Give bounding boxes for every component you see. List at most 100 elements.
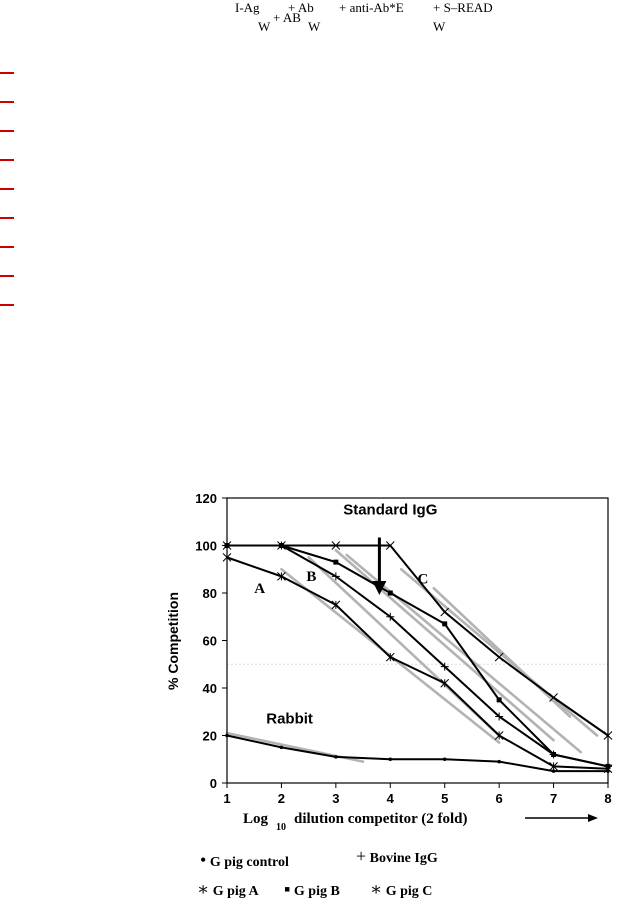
data-point-g-pig-c [440, 607, 450, 617]
y-tick-label: 100 [195, 539, 217, 554]
data-point-g-pig-b-mark [333, 559, 339, 565]
margin-mark [0, 72, 14, 74]
legend-label: G pig C [385, 884, 433, 899]
margin-mark [0, 217, 14, 219]
data-point-g-pig-c-mark [440, 607, 450, 617]
series-line-g-pig-control [226, 734, 608, 773]
data-point-g-pig-b [387, 590, 393, 596]
plus-marker-icon: + [356, 846, 367, 866]
data-point-g-pig-c [385, 541, 395, 550]
x-tick-label: 7 [550, 791, 557, 806]
data-point-g-pig-c-mark [549, 693, 558, 702]
annotation-label: B [306, 569, 316, 585]
equation-term-anti-ab: + anti-Ab*E [339, 0, 404, 15]
legend-item-pig-b: ▪ G pig B [284, 879, 340, 900]
series-lines [226, 544, 609, 773]
equation-sub-w3: W [433, 19, 446, 34]
margin-mark [0, 188, 14, 190]
x-axis-label-log: Log [243, 811, 269, 827]
data-point-g-pig-c [331, 541, 341, 550]
data-point-g-pig-a [440, 678, 450, 688]
data-point-g-pig-control-mark [388, 757, 393, 762]
x-tick-label: 3 [332, 791, 339, 806]
fit-lines [225, 548, 599, 763]
data-point-g-pig-a [549, 762, 558, 771]
data-point-g-pig-c-mark [277, 541, 286, 550]
data-point-g-pig-b-mark [551, 752, 557, 757]
y-axis-label: % Competition [165, 592, 181, 690]
equation-term-iag: I-Ag [235, 0, 260, 15]
legend-item-pig-c: ∗ G pig C [370, 879, 432, 900]
legend-item-control: • G pig control [200, 850, 289, 871]
equation-term-sread: + S–READ [433, 0, 493, 15]
equation-term-ab: + Ab [288, 0, 314, 15]
annotation-label: Standard IgG [343, 502, 437, 519]
annotation-label: C [418, 572, 429, 588]
data-point-g-pig-a [331, 600, 341, 610]
series-line-bovine-igg [227, 544, 609, 768]
equation-sub-w2: W [308, 19, 321, 34]
data-point-bovine-igg [440, 662, 449, 671]
y-tick-label: 0 [210, 776, 217, 791]
x-tick-label: 8 [604, 791, 611, 806]
margin-mark [0, 101, 14, 103]
x-tick-label: 1 [223, 791, 230, 806]
data-point-g-pig-b [442, 621, 448, 627]
star-marker-icon: ∗ [197, 879, 210, 899]
data-point-bovine-igg [386, 612, 395, 621]
standard-igg-arrow-head [372, 581, 387, 595]
equation-sub-w1: W [258, 19, 271, 34]
data-point-g-pig-control [334, 755, 338, 759]
data-point-g-pig-b-mark [442, 621, 448, 627]
data-point-g-pig-control-mark [334, 755, 338, 759]
margin-mark [0, 130, 14, 132]
x-marker-icon: ∗ [370, 879, 383, 899]
y-tick-label: 80 [203, 586, 217, 601]
margin-mark [0, 246, 14, 248]
margin-mark [0, 275, 14, 277]
x-tick-label: 5 [441, 791, 448, 806]
fit-line [334, 548, 555, 742]
data-point-g-pig-control-mark [279, 745, 284, 750]
data-point-g-pig-b [551, 752, 557, 757]
data-point-g-pig-control [551, 769, 556, 773]
legend-label: Bovine IgG [369, 851, 438, 866]
data-point-g-pig-c [277, 541, 286, 550]
data-point-g-pig-c [549, 693, 558, 702]
legend-label: G pig B [293, 884, 340, 899]
square-marker-icon: ▪ [284, 879, 291, 899]
y-tick-label: 60 [203, 634, 217, 649]
data-point-g-pig-a [494, 731, 504, 740]
axis-ticks: 0 20 40 60 80 100 120 1 2 3 4 5 6 7 8 [195, 491, 611, 806]
x-tick-label: 4 [387, 791, 395, 806]
dot-marker-icon: • [200, 850, 207, 870]
x-axis-label-sub: 10 [276, 822, 286, 833]
legend-item-pig-a: ∗ G pig A [197, 879, 259, 900]
series-line-g-pig-a [226, 556, 609, 770]
series-line-g-pig-c [227, 544, 609, 737]
data-point-g-pig-control [279, 745, 284, 750]
legend-label: G pig A [212, 884, 259, 899]
x-axis-label-rest: dilution competitor (2 fold) [294, 811, 467, 827]
data-point-g-pig-control [497, 759, 501, 764]
data-point-g-pig-b [333, 559, 339, 565]
legend-label: G pig control [209, 855, 289, 870]
data-point-g-pig-a [277, 572, 286, 581]
data-point-g-pig-c-mark [494, 652, 504, 662]
data-point-g-pig-a [385, 652, 395, 662]
data-point-g-pig-c-mark [385, 541, 395, 550]
fit-line [399, 567, 599, 737]
annotation-label: A [254, 581, 265, 597]
equation-sub-ab: + AB [273, 10, 301, 25]
data-point-g-pig-control-mark [442, 757, 447, 762]
x-tick-label: 6 [496, 791, 503, 806]
fit-line [432, 586, 572, 718]
x-tick-label: 2 [278, 791, 285, 806]
data-point-g-pig-control-mark [497, 759, 501, 764]
fit-line [345, 553, 583, 754]
annotations: Standard IgG A B C Rabbit [254, 502, 437, 728]
data-point-bovine-igg [331, 572, 340, 581]
data-point-g-pig-b [496, 697, 502, 703]
legend-item-bovine: + Bovine IgG [356, 846, 438, 867]
